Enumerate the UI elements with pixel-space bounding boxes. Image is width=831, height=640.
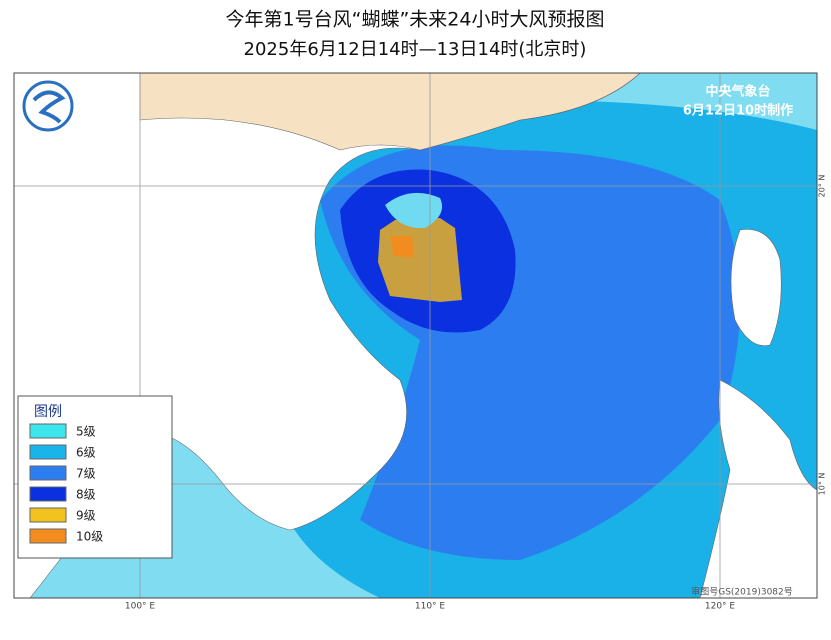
lat-label: 20° N (818, 175, 827, 198)
title: 今年第1号台风“蝴蝶”未来24小时大风预报图 (226, 9, 605, 31)
map-frame (13, 72, 818, 599)
subtitle: 2025年6月12日14时—13日14时(北京时) (244, 39, 587, 60)
lon-label: 120° E (705, 602, 736, 612)
legend-swatch (29, 444, 67, 460)
legend-label: 7级 (76, 467, 96, 481)
lon-label: 110° E (415, 602, 446, 612)
wind-zone-9 (378, 218, 462, 302)
legend-label: 6级 (76, 446, 96, 460)
map-approval: 审图号GS(2019)3082号 (691, 586, 793, 598)
wind-zone-10 (390, 236, 414, 258)
legend-swatch (29, 423, 67, 439)
legend-title: 图例 (34, 404, 62, 420)
legend-label: 5级 (76, 425, 96, 439)
legend-swatch (29, 528, 67, 544)
logo-mark (32, 90, 66, 124)
legend-label: 9级 (76, 509, 96, 523)
legend: 图例 5级 6级 7级 8级 9级 10级 (17, 395, 173, 559)
legend-swatch (29, 486, 67, 502)
map: 中央气象台 6月12日10时制作 100° E 110° E 120° E 20… (13, 72, 827, 612)
luzon-land (730, 229, 782, 347)
legend-swatch (29, 465, 67, 481)
lon-label: 100° E (125, 602, 156, 612)
legend-label: 10级 (76, 530, 103, 544)
issue-time: 6月12日10时制作 (683, 103, 793, 119)
agency-name: 中央气象台 (705, 84, 770, 100)
china-land (139, 73, 641, 151)
lat-label: 10° N (818, 473, 827, 496)
legend-label: 8级 (76, 488, 96, 502)
legend-swatch (29, 507, 67, 523)
gulf-area (385, 192, 443, 229)
